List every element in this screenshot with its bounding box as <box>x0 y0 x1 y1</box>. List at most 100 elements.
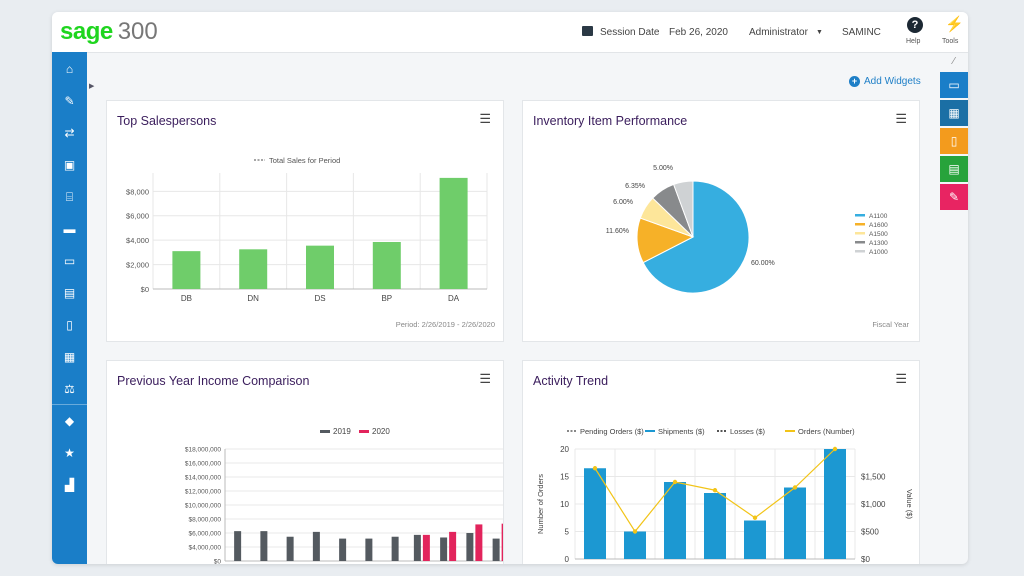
scale-icon[interactable]: ⚖ <box>64 382 75 396</box>
slice-label: 11.60% <box>606 228 629 235</box>
orders-point <box>752 515 758 520</box>
menu-icon[interactable]: ☰ <box>479 111 491 126</box>
home-icon[interactable]: ⌂ <box>65 62 74 76</box>
orders-point <box>712 488 718 493</box>
y-tick-label-left: 15 <box>560 473 569 482</box>
user-menu[interactable]: Administrator <box>749 27 808 38</box>
legend-label: Orders (Number) <box>798 427 855 436</box>
fiscal-footer: Fiscal Year <box>872 320 909 329</box>
pie-slice <box>672 180 694 238</box>
pie-slice <box>642 180 750 294</box>
legend-swatch <box>855 250 865 253</box>
folder-icon[interactable]: ▭ <box>63 254 76 268</box>
bank-icon[interactable]: ⌸ <box>65 190 74 204</box>
legend-label: Total Sales for Period <box>269 156 340 165</box>
y-tick-label: $4,000,000 <box>188 545 221 552</box>
help-label[interactable]: Help <box>906 38 921 45</box>
note-icon[interactable]: ▯ <box>940 128 968 154</box>
bar-2019 <box>339 538 347 561</box>
bar-2020 <box>501 523 503 561</box>
monitor-icon[interactable]: ▭ <box>940 72 968 98</box>
sage-logo[interactable]: sage 300 <box>60 18 158 45</box>
add-widgets-label: Add Widgets <box>864 76 921 87</box>
ledger-icon[interactable]: ⇄ <box>64 126 75 140</box>
x-tick-label: DS <box>314 294 325 303</box>
legend-label: A1000 <box>869 249 888 256</box>
y-tick-label-left: 5 <box>565 528 570 537</box>
bar-2020 <box>475 524 483 561</box>
legend-swatch <box>359 430 369 433</box>
sheet-icon[interactable]: ▤ <box>940 156 968 182</box>
inventory-chart: 60.00% 11.60% 6.00% 6.35% 5.00% A1100 A1600 A15… <box>606 165 888 294</box>
doc-icon[interactable]: ▯ <box>66 318 73 332</box>
legend-label: A1500 <box>869 231 888 238</box>
x-tick-label: Mon <box>747 563 763 564</box>
bar-2019 <box>312 531 320 561</box>
add-widgets-button[interactable]: + Add Widgets <box>849 76 921 87</box>
sales-chart: Total Sales for Period $8,000 $6,000 $4,000… <box>126 156 488 303</box>
legend-label: A1600 <box>869 222 888 229</box>
bar-chart-icon[interactable]: ▟ <box>64 478 75 492</box>
legend-label: A1300 <box>869 240 888 247</box>
grid-icon[interactable]: ▦ <box>63 350 76 364</box>
collapse-arrow-icon[interactable]: ▶ <box>89 83 95 90</box>
legend-swatch <box>855 241 865 244</box>
y-tick-label: $6,000,000 <box>188 531 221 538</box>
shipment-bar <box>664 482 686 559</box>
bar <box>372 241 401 289</box>
bar-2019 <box>413 534 421 561</box>
bar <box>439 177 468 289</box>
bar <box>306 245 334 289</box>
legend-swatch <box>320 430 330 433</box>
x-tick-label: BP <box>381 294 392 303</box>
menu-icon[interactable]: ☰ <box>479 371 491 386</box>
slice-label: 60.00% <box>751 260 775 267</box>
y-tick-label: $10,000,000 <box>185 503 222 510</box>
bar-2019 <box>492 538 500 561</box>
tag-icon[interactable]: ◆ <box>64 414 75 428</box>
legend-label: Pending Orders ($) <box>580 427 644 436</box>
widget-title: Previous Year Income Comparison <box>117 374 310 388</box>
pin-icon[interactable]: ⁄ <box>953 56 955 67</box>
calendar-icon-right[interactable]: ▦ <box>940 100 968 126</box>
y-tick-label-right: $0 <box>861 555 870 564</box>
bolt-icon[interactable]: ⚡ <box>945 16 964 33</box>
y-tick-label: $0 <box>141 285 149 294</box>
edit-icon[interactable]: ✎ <box>64 94 75 108</box>
widget-income: Previous Year Income Comparison ☰ 2019 20… <box>106 360 504 564</box>
x-tick-label: DA <box>448 294 460 303</box>
y-tick-label-left: 10 <box>560 500 569 509</box>
chevron-down-icon[interactable]: ▼ <box>816 29 823 36</box>
pen-icon[interactable]: ✎ <box>940 184 968 210</box>
shipment-bar <box>784 487 806 559</box>
shipment-bar <box>624 531 646 559</box>
briefcase-icon[interactable]: ▬ <box>63 222 76 236</box>
session-date-label: Session Date <box>600 27 660 38</box>
x-tick-label: Sat <box>669 563 682 564</box>
legend-label: A1100 <box>869 213 888 220</box>
y-tick-label: $2,000 <box>126 261 149 270</box>
x-tick-label: Fri <box>630 563 640 564</box>
y-axis-title-left: Number of Orders <box>536 474 545 534</box>
bar-2019 <box>234 531 242 561</box>
session-date-value[interactable]: Feb 26, 2020 <box>669 27 728 38</box>
y-tick-label-right: $1,500 <box>861 473 886 482</box>
x-tick-label: Wed <box>827 563 843 564</box>
orders-point <box>792 485 798 490</box>
y-tick-label: $0 <box>214 559 222 565</box>
company-name[interactable]: SAMINC <box>842 27 881 38</box>
shipment-bar <box>824 449 846 559</box>
y-tick-label: $6,000 <box>126 212 149 221</box>
y-axis-title-right: Value ($) <box>905 489 914 519</box>
widget-title: Inventory Item Performance <box>533 114 688 128</box>
menu-icon[interactable]: ☰ <box>895 371 907 386</box>
slice-label: 6.35% <box>625 183 645 190</box>
bar-2019 <box>286 536 294 561</box>
legend-swatch <box>855 214 865 217</box>
menu-icon[interactable]: ☰ <box>895 111 907 126</box>
inbox-icon[interactable]: ▤ <box>63 286 76 300</box>
lock-icon[interactable]: ▣ <box>63 158 76 172</box>
tools-label[interactable]: Tools <box>942 38 959 45</box>
help-icon[interactable]: ? <box>907 17 923 33</box>
star-icon[interactable]: ★ <box>64 446 75 460</box>
